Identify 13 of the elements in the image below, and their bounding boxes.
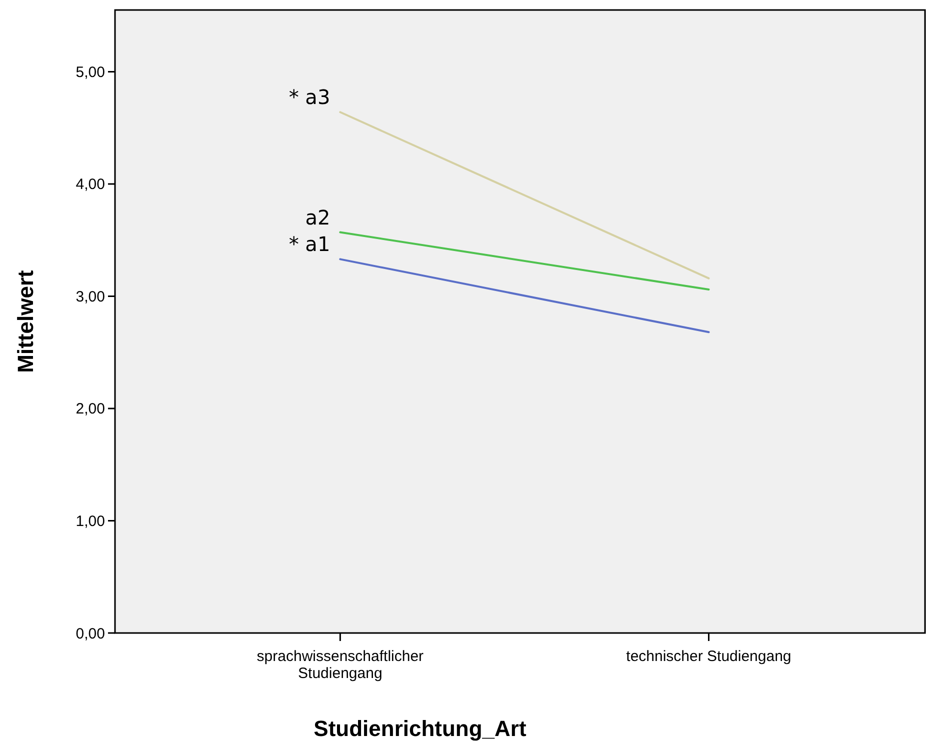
x-axis-title: Studienrichtung_Art: [314, 716, 527, 741]
series-label: a2: [305, 205, 330, 230]
y-tick-label: 2,00: [76, 400, 105, 418]
y-tick-label: 4,00: [76, 176, 105, 194]
y-tick-label: 3,00: [76, 288, 105, 306]
y-tick-label: 5,00: [76, 64, 105, 81]
series-label: * a3: [288, 85, 330, 110]
x-tick-label: sprachwissenschaftlicher Studiengang: [256, 648, 424, 682]
y-tick-label: 0,00: [76, 625, 105, 642]
y-tick-label: 1,00: [76, 513, 105, 530]
y-axis-title: Mittelwert: [13, 269, 38, 373]
series-label: * a1: [288, 232, 330, 256]
x-tick-label: technischer Studiengang: [626, 648, 792, 665]
